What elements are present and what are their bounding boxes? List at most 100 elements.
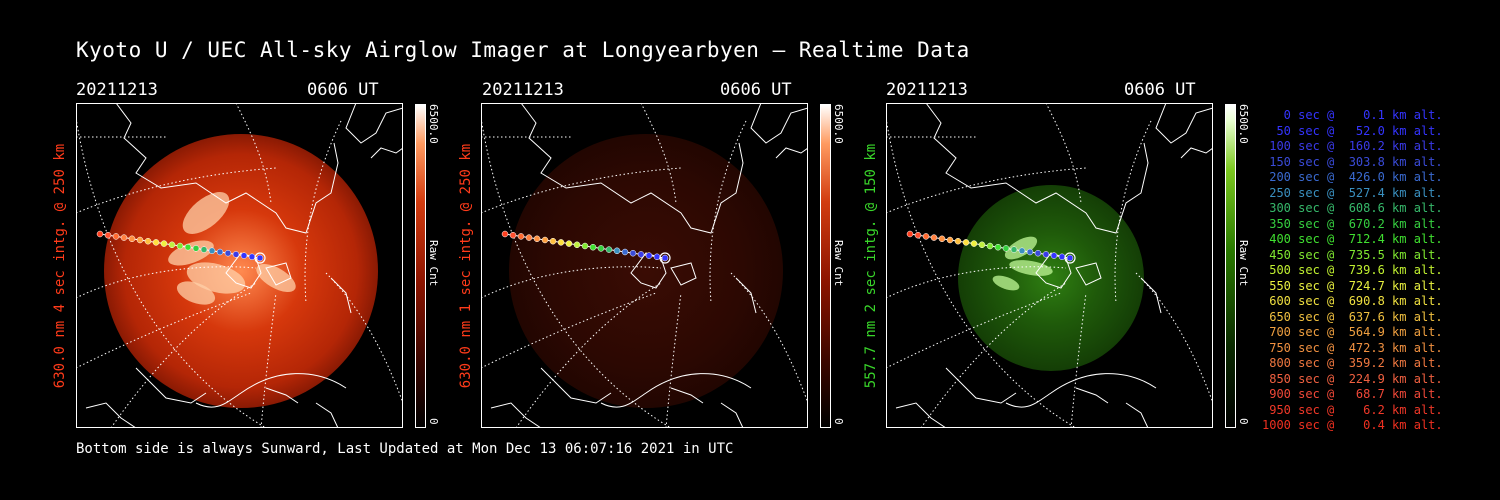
panel-1-colorbar	[415, 104, 426, 428]
panel-3-side-label: 557.7 nm 2 sec intg. @ 150 km	[863, 143, 879, 388]
coastline	[1035, 252, 1072, 289]
grid-line	[481, 292, 657, 369]
track-point	[581, 242, 589, 250]
track-point	[986, 242, 994, 250]
coastline	[195, 373, 347, 408]
panel-1-cbar-label: Raw Cnt	[427, 240, 440, 287]
track-point	[525, 234, 533, 241]
track-point	[557, 239, 565, 246]
panel-1-cbar-max: 6500.0	[427, 104, 440, 144]
coastline	[370, 147, 403, 159]
track-point	[120, 234, 128, 241]
track-point	[232, 251, 240, 258]
legend-entry: 200 sec @ 426.0 km alt.	[1262, 170, 1443, 184]
track-point	[637, 251, 645, 258]
legend-entry: 800 sec @ 359.2 km alt.	[1262, 356, 1443, 370]
panel-2-side-label: 630.0 nm 1 sec intg. @ 250 km	[458, 143, 474, 388]
track-point	[613, 247, 621, 255]
legend-entry: 700 sec @ 564.9 km alt.	[1262, 325, 1443, 339]
coastline	[1005, 373, 1157, 408]
grid-line	[76, 266, 257, 299]
panel-2-cbar-label: Raw Cnt	[832, 240, 845, 287]
track-point	[549, 237, 557, 245]
track-point	[629, 249, 637, 257]
footer-status: Bottom side is always Sunward, Last Upda…	[76, 441, 734, 457]
grid-line	[515, 282, 662, 428]
coastline	[135, 367, 207, 404]
panel-3-colorbar	[1225, 104, 1236, 428]
track-point	[589, 243, 597, 251]
track-point	[1026, 248, 1034, 256]
legend-entry: 100 sec @ 160.2 km alt.	[1262, 139, 1443, 153]
track-point	[152, 239, 160, 246]
panel-2-cbar-max: 6500.0	[832, 104, 845, 144]
track-point	[1042, 251, 1050, 258]
track-point	[216, 248, 224, 256]
coastline	[1075, 387, 1109, 404]
track-point	[1010, 246, 1018, 253]
track-point	[938, 235, 946, 243]
panel-1-svg	[76, 103, 403, 428]
track-point	[1034, 249, 1042, 257]
aurora-highlight	[176, 281, 216, 305]
track-point	[533, 235, 541, 243]
track-point	[1018, 247, 1026, 255]
track-point	[224, 249, 232, 257]
track-point	[914, 231, 922, 239]
coastline	[315, 402, 339, 428]
legend-entry: 250 sec @ 527.4 km alt.	[1262, 185, 1443, 200]
panel-frame	[886, 103, 1213, 428]
panel-1-image	[76, 103, 403, 428]
coastline	[265, 387, 299, 404]
coastline	[85, 402, 137, 428]
track-point	[962, 239, 970, 246]
legend-entry: 400 sec @ 712.4 km alt.	[1262, 232, 1443, 246]
panel-2-colorbar	[820, 104, 831, 428]
aurora-highlight	[992, 275, 1020, 291]
coastline	[1180, 147, 1213, 159]
grid-line	[1135, 272, 1213, 404]
grid-line	[76, 167, 277, 214]
airglow-disk	[509, 134, 783, 408]
track-point	[954, 237, 962, 245]
legend-entry: 850 sec @ 224.9 km alt.	[1262, 371, 1443, 386]
panel-2-svg	[481, 103, 808, 428]
grid-line	[709, 120, 747, 304]
grid-line	[325, 272, 403, 404]
track-point	[240, 252, 248, 259]
track-point	[1058, 253, 1066, 261]
panel-3-cbar-min: 0	[1237, 418, 1250, 425]
legend-entry: 1000 sec @ 0.4 km alt.	[1262, 418, 1443, 432]
track-point	[501, 230, 509, 238]
legend-entry: 150 sec @ 303.8 km alt.	[1262, 154, 1443, 169]
aurora-highlight	[256, 264, 296, 292]
track-point	[104, 231, 112, 239]
track-point	[565, 240, 573, 247]
track-point	[661, 254, 669, 262]
coastline	[750, 103, 808, 144]
coastline	[330, 277, 352, 314]
track-point	[200, 246, 208, 253]
track-point	[978, 241, 986, 249]
panel-2-date: 20211213	[482, 80, 564, 100]
panel-3-time: 0606 UT	[1124, 80, 1196, 100]
grid-line	[886, 266, 1067, 299]
panel-1-side-label: 630.0 nm 4 sec intg. @ 250 km	[52, 143, 68, 388]
panel-1-date: 20211213	[76, 80, 158, 100]
track-point	[184, 243, 192, 251]
coastline	[1155, 103, 1213, 144]
coastline	[600, 373, 752, 408]
coastline	[1125, 402, 1149, 428]
coastline	[945, 367, 1017, 404]
legend-entry: 750 sec @ 472.3 km alt.	[1262, 340, 1443, 355]
track-point	[922, 233, 930, 240]
coastline	[925, 103, 1149, 234]
coastline	[345, 103, 403, 144]
aurora-highlight	[182, 192, 230, 234]
legend-entry: 550 sec @ 724.7 km alt.	[1262, 278, 1443, 293]
track-point	[256, 254, 264, 262]
track-point	[573, 241, 581, 249]
panel-1-cbar-min: 0	[427, 418, 440, 425]
grid-line	[920, 282, 1067, 428]
panel-frame	[76, 103, 403, 428]
